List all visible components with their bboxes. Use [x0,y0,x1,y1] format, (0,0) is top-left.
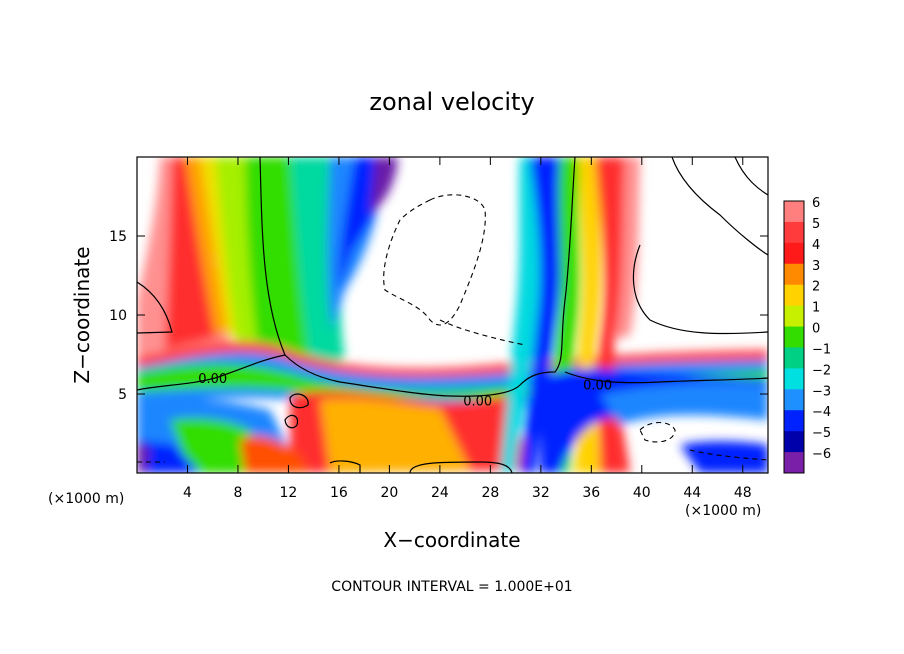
colorbar-frame [783,200,805,474]
colorbar-label: −4 [812,405,831,420]
y-tick-label: 15 [109,229,127,245]
x-axis-unit: (×1000 m) [685,503,762,519]
x-tick-label: 12 [280,485,298,501]
y-axis-unit: (×1000 m) [48,491,125,507]
y-tick-label: 10 [109,308,127,324]
colorbar-label: 2 [812,280,820,295]
colorbar-swatch [784,347,804,369]
colorbar-swatch [784,431,804,453]
colorbar-swatch [784,242,804,265]
colorbar-label: −2 [812,363,831,378]
colorbar-swatch [784,305,804,328]
colorbar-label: 5 [812,217,820,232]
x-axis-title: X−coordinate [383,528,521,552]
contour-label: 0.00 [583,379,612,394]
colorbar-label: 1 [812,301,820,316]
colorbar-label: −3 [812,384,831,399]
colorbar-label: 0 [812,322,820,337]
heatmap-field [137,157,768,473]
x-tick-label: 40 [633,485,651,501]
colorbar-swatch [784,326,804,348]
x-tick-label: 16 [330,485,348,501]
colorbar-swatch [784,389,804,411]
chart-title: zonal velocity [369,88,535,116]
contour-label: 0.00 [198,372,227,387]
x-tick-label: 28 [481,485,499,501]
colorbar-swatch [784,410,804,432]
colorbar-swatch [784,221,804,244]
y-tick-label: 5 [118,387,127,403]
colorbar-label: −6 [812,447,831,462]
contour-label: 0.00 [463,394,492,409]
colorbar-label: −5 [812,426,831,441]
x-tick-label: 24 [431,485,449,501]
x-tick-label: 4 [183,485,192,501]
x-tick-label: 44 [683,485,701,501]
contour-interval-note: CONTOUR INTERVAL = 1.000E+01 [331,579,573,595]
colorbar-swatch [784,263,804,286]
y-axis-title: Z−coordinate [70,246,94,384]
colorbar-swatch [784,452,804,474]
x-tick-label: 48 [734,485,752,501]
x-tick-label: 36 [582,485,600,501]
colorbar-label: −1 [812,342,831,357]
colorbar-swatch [784,368,804,390]
x-tick-label: 20 [380,485,398,501]
colorbar-swatch [784,284,804,307]
colorbar-label: 6 [812,196,820,211]
x-tick-label: 32 [532,485,550,501]
colorbar-label: 3 [812,259,820,274]
x-tick-label: 8 [233,485,242,501]
colorbar-label: 4 [812,238,820,253]
colorbar-swatch [784,201,804,223]
